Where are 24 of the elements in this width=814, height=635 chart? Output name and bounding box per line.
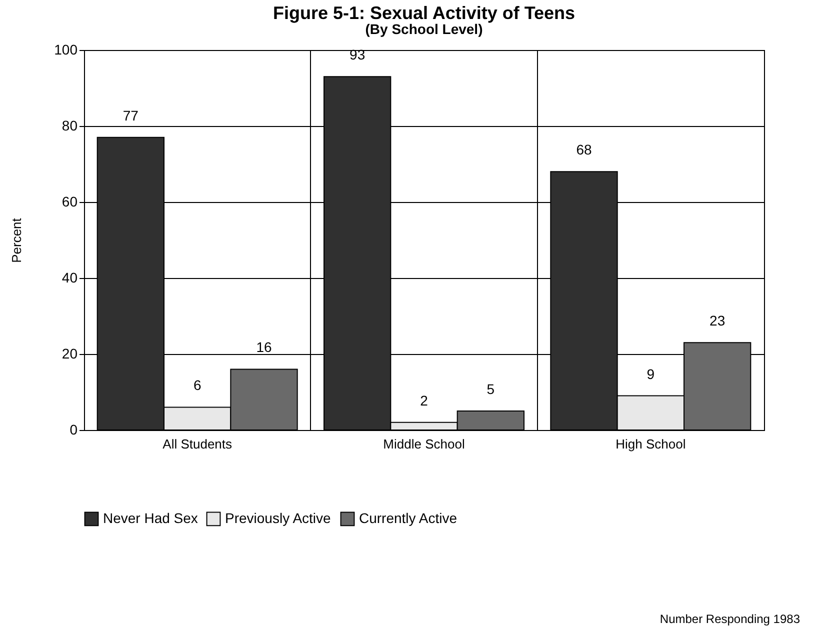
y-tick-label: 60 <box>62 194 78 210</box>
data-label: 23 <box>710 312 726 329</box>
text: Number Responding 1983 <box>658 612 800 626</box>
x-tick-label: High School <box>616 436 686 452</box>
y-tick-label: 0 <box>70 422 78 438</box>
data-label: 9 <box>646 366 655 382</box>
y-tick-label: 40 <box>62 270 78 286</box>
x-tick-label: Middle School <box>383 436 465 452</box>
chart-subtitle: (By School Level) <box>365 21 483 37</box>
data-label: 77 <box>122 107 139 124</box>
chart-title: Figure 5-1: Sexual Activity of Teens <box>272 3 576 23</box>
legend-label: Currently Active <box>359 510 458 526</box>
x-tick-label: All Students <box>162 436 233 452</box>
y-tick-label: 20 <box>62 346 78 362</box>
legend-label: Never Had Sex <box>103 510 198 526</box>
data-label: 6 <box>193 377 202 394</box>
data-label: 2 <box>420 392 428 408</box>
data-label: 16 <box>256 339 272 356</box>
y-axis-title: Percent <box>9 218 24 263</box>
y-tick-label: 80 <box>62 118 78 134</box>
data-label: 5 <box>486 381 495 397</box>
data-label: 68 <box>576 142 592 158</box>
legend-label: Previously Active <box>225 510 332 526</box>
y-tick-label: 100 <box>54 42 78 58</box>
